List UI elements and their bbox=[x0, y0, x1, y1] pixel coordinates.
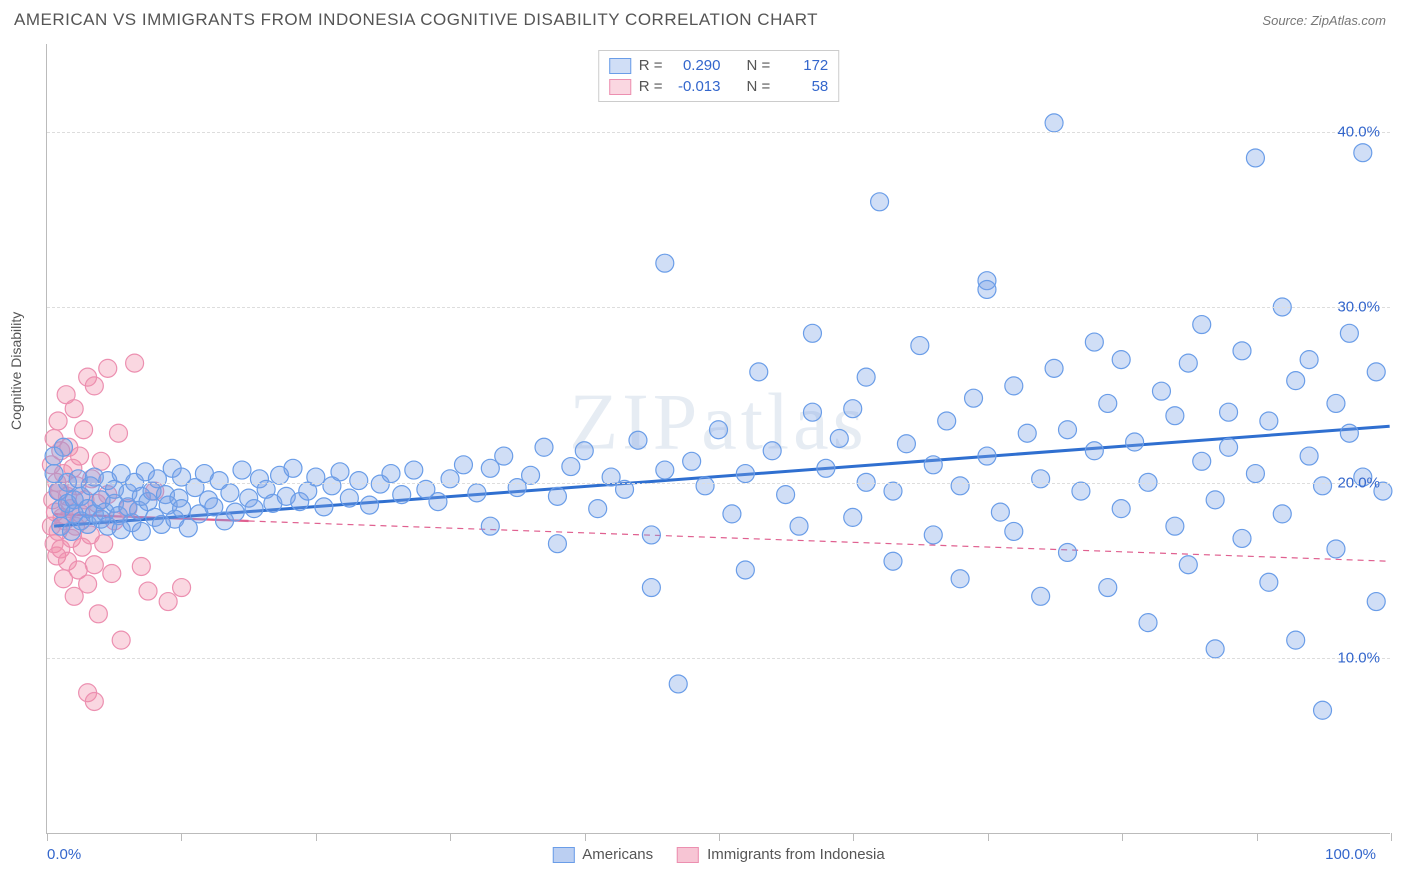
x-tick-mark bbox=[585, 833, 586, 841]
legend-stats-row-americans: R = 0.290 N = 172 bbox=[609, 55, 829, 76]
gridline-horizontal bbox=[47, 132, 1390, 133]
n-value-0: 172 bbox=[778, 57, 828, 74]
x-tick-mark bbox=[1122, 833, 1123, 841]
y-tick-label: 10.0% bbox=[1337, 650, 1380, 667]
chart-title: AMERICAN VS IMMIGRANTS FROM INDONESIA CO… bbox=[14, 10, 818, 30]
gridline-horizontal bbox=[47, 483, 1390, 484]
r-value-0: 0.290 bbox=[671, 57, 721, 74]
x-tick-mark bbox=[1257, 833, 1258, 841]
x-tick-mark bbox=[47, 833, 48, 841]
x-tick-mark bbox=[853, 833, 854, 841]
x-tick-mark bbox=[1391, 833, 1392, 841]
x-tick-label-min: 0.0% bbox=[47, 846, 81, 863]
n-value-1: 58 bbox=[778, 78, 828, 95]
legend-swatch-immigrants bbox=[677, 847, 699, 863]
r-label-0: R = bbox=[639, 57, 663, 74]
y-tick-label: 30.0% bbox=[1337, 299, 1380, 316]
swatch-americans bbox=[609, 58, 631, 74]
chart-header: AMERICAN VS IMMIGRANTS FROM INDONESIA CO… bbox=[0, 0, 1406, 36]
x-tick-mark bbox=[316, 833, 317, 841]
x-tick-mark bbox=[719, 833, 720, 841]
r-value-1: -0.013 bbox=[671, 78, 721, 95]
x-tick-mark bbox=[181, 833, 182, 841]
swatch-immigrants bbox=[609, 79, 631, 95]
y-tick-label: 40.0% bbox=[1337, 123, 1380, 140]
source-attribution: Source: ZipAtlas.com bbox=[1262, 13, 1386, 28]
legend-swatch-americans bbox=[552, 847, 574, 863]
legend-series-box: Americans Immigrants from Indonesia bbox=[552, 846, 884, 863]
source-label: Source: bbox=[1262, 13, 1307, 28]
legend-label-immigrants: Immigrants from Indonesia bbox=[707, 846, 885, 863]
y-axis-label: Cognitive Disability bbox=[8, 312, 24, 430]
x-tick-mark bbox=[988, 833, 989, 841]
legend-item-americans: Americans bbox=[552, 846, 653, 863]
chart-plot-area: ZIPatlas R = 0.290 N = 172 R = -0.013 N … bbox=[46, 44, 1390, 834]
legend-stats-row-immigrants: R = -0.013 N = 58 bbox=[609, 76, 829, 97]
gridline-horizontal bbox=[47, 658, 1390, 659]
legend-label-americans: Americans bbox=[582, 846, 653, 863]
n-label-0: N = bbox=[747, 57, 771, 74]
legend-stats-box: R = 0.290 N = 172 R = -0.013 N = 58 bbox=[598, 50, 840, 102]
x-tick-label-max: 100.0% bbox=[1325, 846, 1376, 863]
legend-item-immigrants: Immigrants from Indonesia bbox=[677, 846, 885, 863]
n-label-1: N = bbox=[747, 78, 771, 95]
r-label-1: R = bbox=[639, 78, 663, 95]
x-tick-mark bbox=[450, 833, 451, 841]
y-tick-label: 20.0% bbox=[1337, 474, 1380, 491]
gridline-horizontal bbox=[47, 307, 1390, 308]
source-name: ZipAtlas.com bbox=[1311, 13, 1386, 28]
scatter-svg bbox=[47, 44, 1390, 833]
